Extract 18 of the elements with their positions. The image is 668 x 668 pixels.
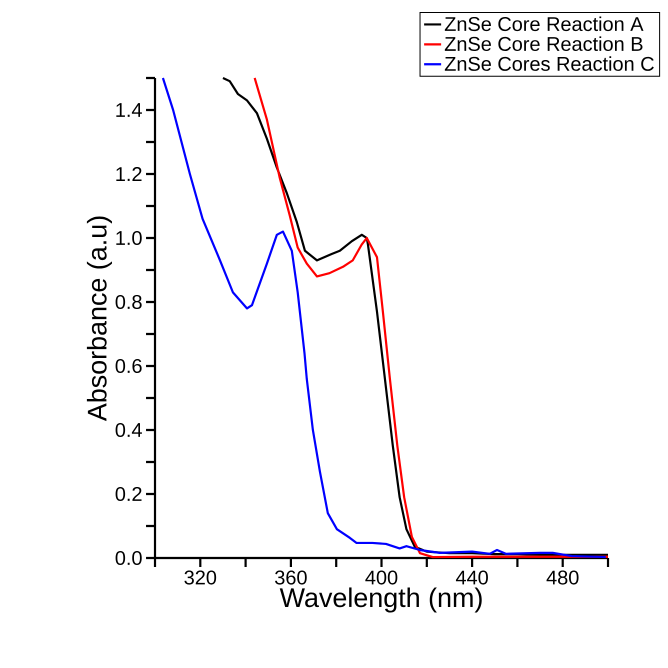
- y-tick-label: 1.4: [116, 103, 142, 117]
- y-tick-label: 0.0: [116, 550, 142, 566]
- x-tick-label: 320: [184, 570, 216, 585]
- x-tick-label: 440: [456, 570, 488, 585]
- y-tick-label: 1.2: [116, 167, 142, 181]
- y-tick-label: 1.0: [116, 230, 142, 246]
- x-tick-label: 480: [546, 570, 579, 585]
- legend-label: ZnSe Core Reaction B: [444, 36, 642, 52]
- y-tick-label: 0.6: [116, 358, 142, 374]
- x-axis-title: Wavelength (nm): [280, 587, 482, 613]
- x-tick-label: 360: [275, 570, 307, 585]
- x-tick-label: 400: [365, 570, 398, 585]
- y-axis-title: Absorbance (a.u): [86, 216, 112, 422]
- y-tick-label: 0.8: [116, 294, 142, 310]
- y-tick-label: 0.2: [116, 486, 142, 502]
- legend-label: ZnSe Cores Reaction C: [444, 56, 654, 71]
- y-tick-label: 0.4: [116, 422, 142, 438]
- legend-label: ZnSe Core Reaction A: [444, 16, 644, 32]
